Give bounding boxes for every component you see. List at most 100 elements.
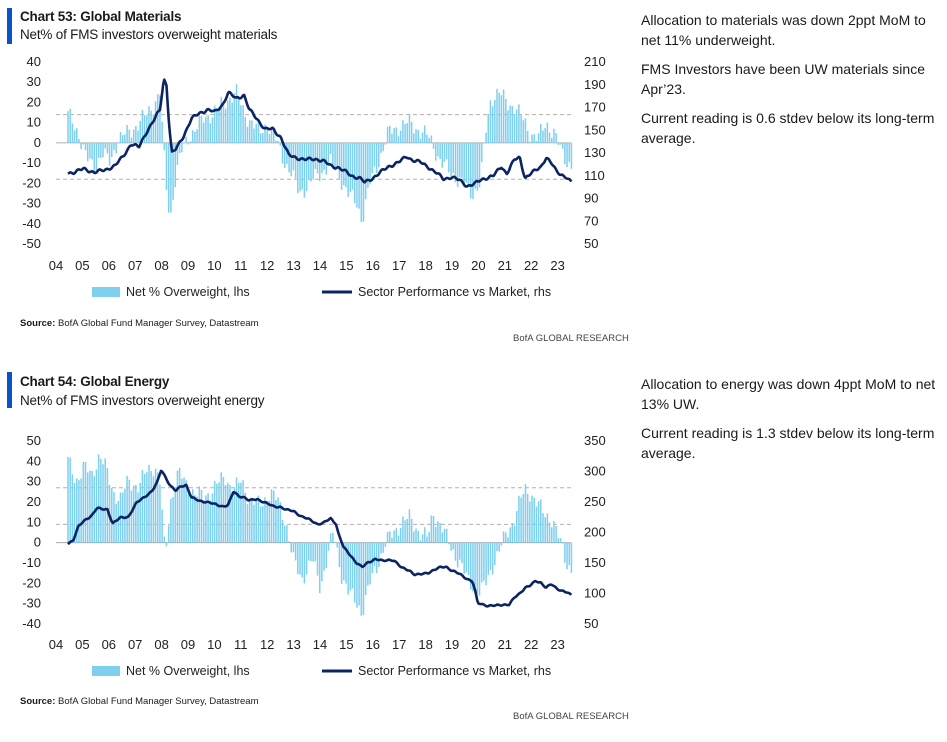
- bar: [448, 142, 450, 173]
- bar: [242, 480, 244, 543]
- bar: [71, 123, 74, 143]
- bar: [461, 142, 463, 178]
- x-tick-label: 04: [49, 258, 63, 273]
- bar: [529, 141, 531, 143]
- bar: [360, 542, 363, 616]
- bar: [216, 108, 218, 143]
- y-right-tick-label: 300: [584, 464, 606, 479]
- bar: [272, 129, 275, 143]
- y-left-tick-label: -10: [22, 555, 41, 570]
- bar: [367, 542, 369, 586]
- y-right-tick-label: 350: [584, 433, 606, 448]
- bar: [507, 110, 509, 143]
- legend-label-line: Sector Performance vs Market, rhs: [358, 285, 551, 299]
- bar: [75, 128, 78, 143]
- bar: [529, 501, 531, 543]
- bar: [334, 541, 336, 543]
- bar: [106, 467, 109, 543]
- bar: [165, 142, 168, 191]
- bar: [531, 495, 533, 543]
- chart-plot-energy: 50403020100-10-20-30-4035030025020015010…: [22, 433, 606, 678]
- bar: [135, 125, 137, 143]
- bar: [143, 473, 146, 543]
- bar: [209, 123, 212, 143]
- bar: [255, 123, 258, 143]
- bar: [202, 500, 205, 543]
- bar: [410, 122, 413, 143]
- bar: [227, 100, 229, 143]
- bar: [548, 132, 551, 143]
- bar: [417, 130, 419, 143]
- y-right-tick-label: 50: [584, 616, 598, 631]
- y-right-tick-label: 200: [584, 525, 606, 540]
- bar: [456, 542, 459, 568]
- y-left-tick-label: 20: [27, 94, 41, 109]
- x-tick-label: 16: [366, 637, 380, 652]
- bar: [161, 509, 163, 543]
- y-right-tick-label: 250: [584, 494, 606, 509]
- y-left-tick-label: -30: [22, 596, 41, 611]
- bar: [189, 141, 192, 143]
- bar: [299, 142, 301, 192]
- bar: [564, 142, 566, 165]
- line-series: [67, 78, 573, 188]
- bar: [187, 494, 190, 543]
- bar: [235, 84, 238, 143]
- bar: [207, 492, 209, 543]
- bar: [426, 134, 428, 143]
- bar: [299, 542, 301, 575]
- bar: [268, 134, 271, 143]
- bar: [557, 142, 560, 146]
- bar: [224, 108, 227, 143]
- x-tick-label: 17: [392, 637, 406, 652]
- bar: [73, 130, 76, 143]
- legend-swatch-bars: [92, 666, 120, 676]
- bar: [148, 464, 150, 543]
- line-series: [67, 469, 573, 608]
- bar: [347, 142, 349, 197]
- bar: [233, 488, 236, 543]
- bar: [358, 542, 360, 606]
- bar: [301, 142, 303, 190]
- chart-subtitle: Net% of FMS investors overweight energy: [20, 393, 265, 408]
- y-left-tick-label: -20: [22, 175, 41, 190]
- bar: [329, 142, 332, 155]
- y-left-tick-label: -30: [22, 196, 41, 211]
- bar: [80, 142, 82, 150]
- bar: [526, 130, 529, 143]
- bar: [67, 456, 69, 543]
- bar: [364, 142, 367, 200]
- x-tick-label: 13: [286, 637, 300, 652]
- bar: [325, 142, 328, 175]
- bar: [480, 542, 483, 583]
- source-text: BofA Global Fund Manager Survey, Datastr…: [55, 318, 259, 329]
- bar: [288, 142, 290, 173]
- bar: [152, 114, 155, 143]
- bar: [469, 542, 472, 590]
- bar: [159, 484, 161, 543]
- bar: [69, 108, 71, 143]
- bar: [496, 542, 498, 552]
- bar: [255, 498, 258, 543]
- bar: [257, 495, 260, 543]
- bar: [430, 135, 433, 143]
- bar: [439, 522, 441, 543]
- bar: [115, 142, 117, 154]
- bar: [301, 542, 303, 578]
- bar: [270, 489, 273, 543]
- bar: [69, 457, 71, 543]
- x-tick-label: 22: [524, 258, 538, 273]
- bar: [290, 542, 293, 553]
- bar: [194, 131, 196, 143]
- x-tick-label: 06: [102, 637, 116, 652]
- bar: [443, 528, 446, 543]
- bar: [73, 482, 76, 543]
- bar: [494, 542, 496, 566]
- bar: [139, 120, 141, 143]
- bar: [500, 95, 503, 143]
- bar: [264, 124, 266, 143]
- bar: [242, 105, 244, 143]
- bar: [397, 535, 400, 543]
- bar: [469, 142, 472, 199]
- bar: [211, 493, 214, 543]
